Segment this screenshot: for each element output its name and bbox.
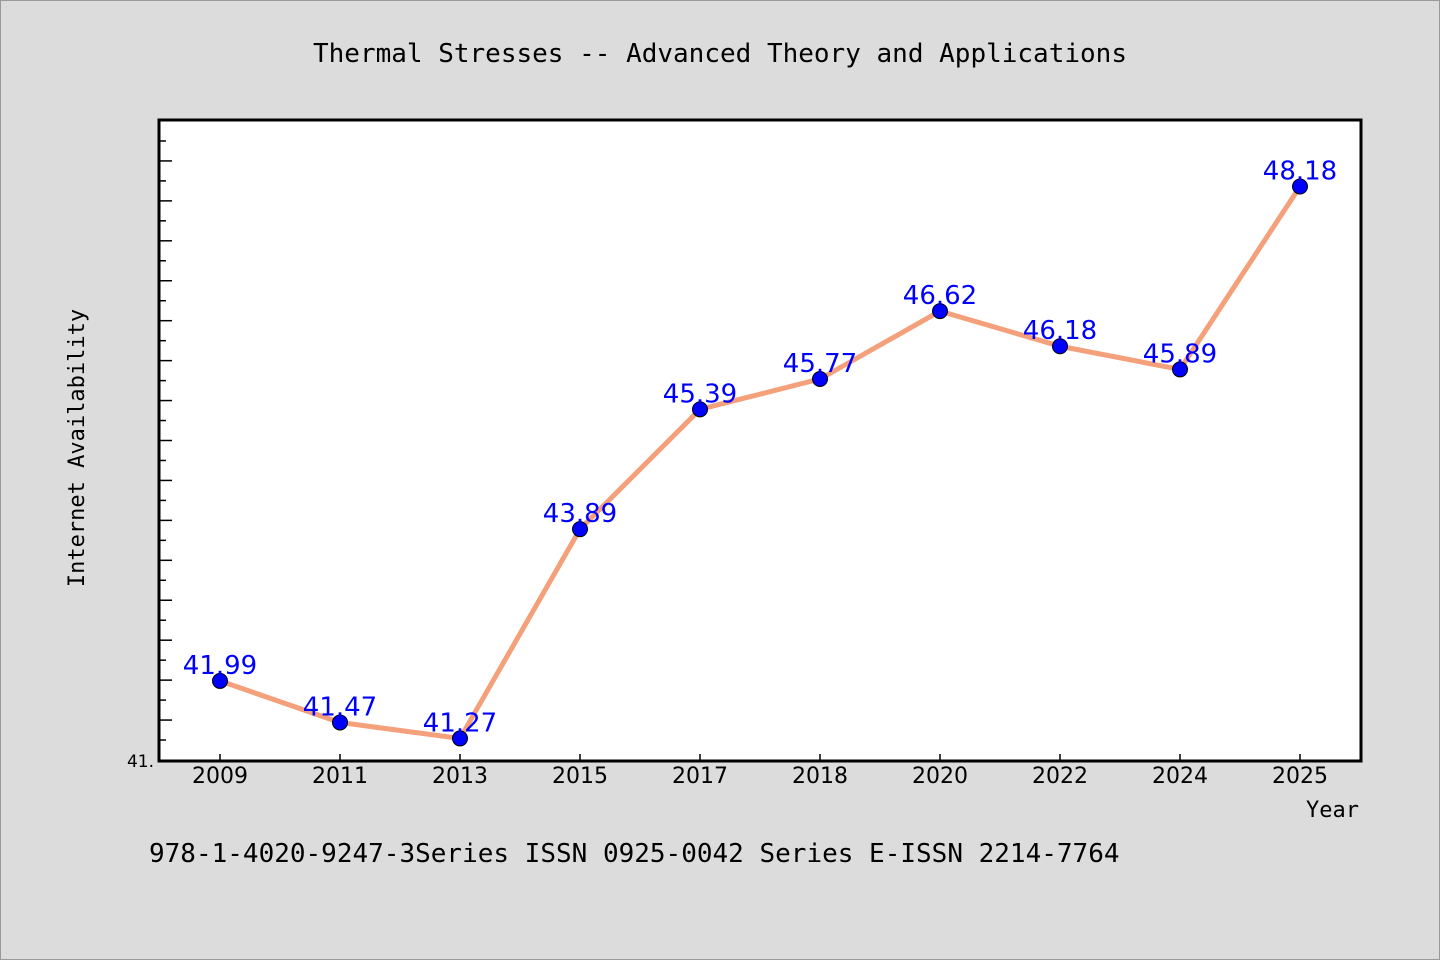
x-axis-tick-labels: 2009 2011 2013 2015 2017 2018 2020 2022 2024 2025 — [192, 764, 1328, 789]
footer-isbn-text: 978-1-4020-9247-3Series ISSN 0925-0042 S… — [149, 839, 1120, 869]
y-axis-ticks — [160, 140, 172, 741]
plot-area — [157, 118, 1363, 763]
x-tick-label: 2011 — [312, 764, 368, 789]
data-label: 46.62 — [903, 281, 977, 311]
data-label: 45.39 — [663, 379, 737, 409]
x-tick-label: 2017 — [672, 764, 728, 789]
data-label: 41.47 — [303, 692, 377, 722]
x-tick-label: 2020 — [912, 764, 968, 789]
x-axis-ticks — [219, 754, 1301, 760]
data-point — [812, 370, 828, 387]
data-label: 45.89 — [1143, 339, 1217, 369]
data-label: 48.18 — [1263, 156, 1337, 186]
series — [212, 178, 1308, 747]
data-point — [332, 714, 348, 731]
data-point — [572, 521, 588, 538]
chart-title: Thermal Stresses -- Advanced Theory and … — [313, 39, 1127, 69]
x-tick-label: 2015 — [552, 764, 608, 789]
x-tick-label: 2025 — [1272, 764, 1328, 789]
data-label: 41.27 — [423, 708, 497, 738]
data-point — [1052, 338, 1068, 355]
x-tick-label: 2013 — [432, 764, 488, 789]
data-label: 46.18 — [1023, 316, 1097, 346]
data-point — [692, 401, 708, 418]
x-tick-label: 2009 — [192, 764, 248, 789]
x-tick-label: 2022 — [1032, 764, 1088, 789]
series-line — [217, 183, 1303, 741]
y-tick-label: 41. — [127, 752, 154, 772]
y-axis-label: Internet Availability — [65, 309, 90, 587]
data-point — [212, 672, 228, 689]
data-label: 43.89 — [543, 499, 617, 529]
data-point — [1292, 178, 1308, 195]
x-axis-label: Year — [1306, 798, 1359, 823]
data-labels: 41.99 41.47 41.27 43.89 45.39 45.77 46.62 46.18… — [183, 156, 1337, 738]
data-label: 41.99 — [183, 651, 257, 681]
data-point — [452, 730, 468, 747]
data-point — [932, 303, 948, 320]
x-tick-label: 2018 — [792, 764, 848, 789]
data-label: 45.77 — [783, 349, 857, 379]
x-tick-label: 2024 — [1152, 764, 1208, 789]
data-point — [1172, 361, 1188, 378]
